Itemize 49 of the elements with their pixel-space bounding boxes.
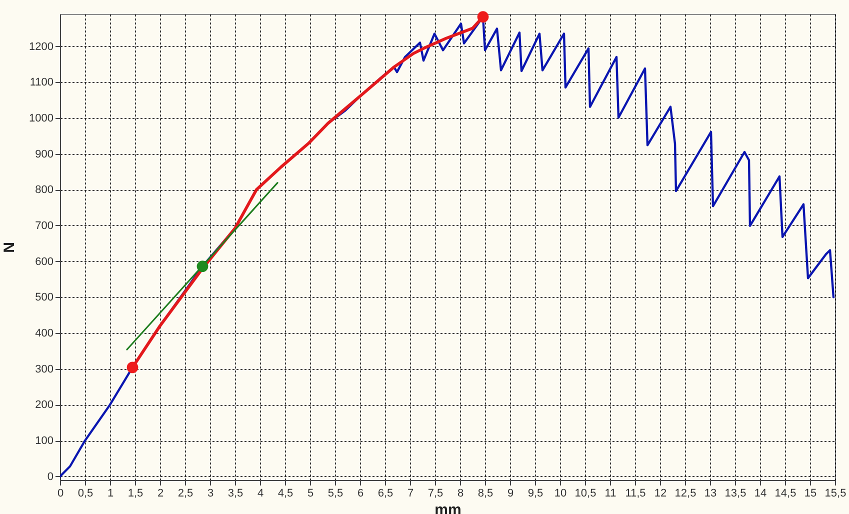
x-tick-label: 10,5 (574, 488, 596, 500)
x-tick-label: 3,5 (228, 488, 244, 500)
point (477, 11, 489, 23)
x-tick-label: 1,5 (128, 488, 144, 500)
x-tick-label: 2 (157, 488, 164, 500)
x-tick-label: 12,5 (674, 488, 696, 500)
x-tick-label: 12 (654, 488, 667, 500)
x-tick-label: 2,5 (178, 488, 194, 500)
x-tick-label: 6,5 (378, 488, 394, 500)
x-tick-label: 5 (307, 488, 314, 500)
x-tick-label: 15 (804, 488, 817, 500)
y-tick-label: 1100 (30, 76, 54, 89)
x-tick-label: 4 (257, 488, 264, 500)
y-tick-label: 100 (35, 435, 54, 448)
x-tick-label: 4,5 (278, 488, 294, 500)
point (126, 362, 138, 374)
y-tick-label: 900 (35, 148, 54, 160)
y-tick-label: 200 (35, 399, 54, 412)
y-tick-label: 1200 (29, 40, 54, 53)
point (196, 260, 208, 272)
x-tick-label: 3 (207, 488, 214, 500)
x-tick-label: 14,5 (774, 488, 796, 500)
x-tick-label: 10 (554, 488, 567, 500)
x-tick-label: 9,5 (528, 488, 544, 500)
x-tick-label: 11,5 (625, 488, 646, 500)
y-tick-label: 500 (35, 292, 54, 304)
x-tick-label: 1 (107, 488, 114, 500)
x-tick-label: 0 (57, 488, 64, 500)
x-tick-label: 11 (604, 488, 616, 500)
x-tick-label: 15,5 (824, 488, 846, 500)
x-tick-label: 7 (407, 488, 414, 500)
x-tick-label: 6 (357, 488, 364, 500)
x-tick-label: 5,5 (328, 488, 344, 500)
y-tick-label: 400 (35, 328, 54, 340)
x-tick-label: 13,5 (724, 488, 746, 500)
y-axis-title: N (1, 242, 18, 253)
y-tick-label: 800 (35, 184, 54, 196)
x-tick-label: 9 (507, 488, 514, 500)
y-tick-label: 0 (47, 470, 54, 483)
x-tick-label: 8,5 (478, 488, 494, 500)
x-tick-label: 8 (457, 488, 464, 500)
y-tick-label: 1000 (29, 112, 54, 124)
x-tick-label: 7,5 (428, 488, 444, 500)
x-tick-label: 0,5 (78, 488, 94, 500)
x-tick-label: 14 (754, 488, 767, 500)
x-tick-label: 13 (704, 488, 717, 500)
y-tick-label: 300 (35, 363, 54, 376)
y-tick-label: 600 (35, 256, 54, 268)
y-tick-label: 700 (35, 220, 54, 232)
